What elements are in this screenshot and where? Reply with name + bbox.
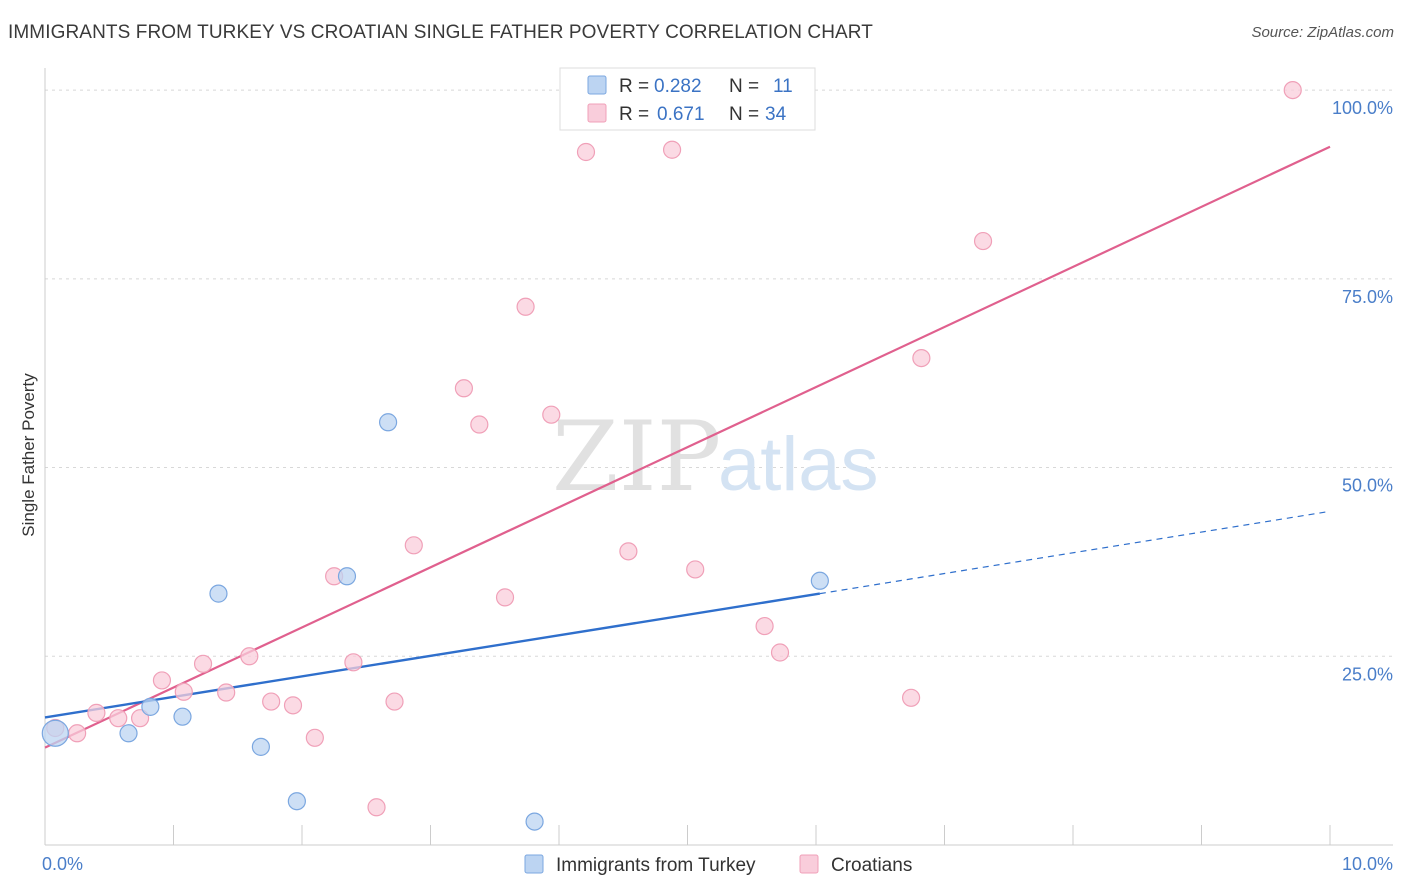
legend-swatch-croatians — [799, 854, 819, 874]
x-tick-label-min: 0.0% — [42, 854, 83, 874]
legend-label-croatians: Croatians — [831, 855, 912, 876]
point-croatians — [495, 588, 515, 607]
stats-legend-n-value-turkey: 11 — [773, 76, 793, 97]
y-tick-label: 50.0% — [1342, 476, 1393, 496]
point-croatians — [770, 643, 790, 662]
point-croatians — [174, 682, 193, 701]
stats-legend-n-value-croatians: 34 — [765, 104, 787, 125]
point-croatians — [755, 616, 774, 636]
watermark-atlas: atlas — [718, 422, 879, 507]
stats-legend: R = 0.282 N = 11 R = 0.671 N = 34 — [559, 67, 816, 131]
point-croatians — [367, 798, 386, 817]
point-croatians — [68, 724, 87, 743]
point-croatians — [193, 654, 213, 673]
point-croatians — [686, 560, 705, 579]
trendline-croatians — [44, 145, 1331, 749]
point-croatians — [152, 671, 172, 690]
point-croatians — [217, 683, 236, 702]
y-tick-label: 100.0% — [1332, 98, 1393, 118]
stats-legend-r-value-turkey: 0.282 — [654, 76, 702, 97]
point-turkey — [41, 719, 69, 747]
point-croatians — [542, 405, 561, 424]
legend-label-turkey: Immigrants from Turkey — [556, 855, 756, 876]
stats-legend-n-label-croatians: N = — [729, 104, 759, 125]
stats-legend-n-label-turkey: N = — [729, 76, 759, 97]
point-turkey — [119, 724, 138, 743]
legend-swatch-turkey — [524, 854, 544, 874]
point-turkey — [209, 584, 228, 603]
stats-legend-r-label-croatians: R = — [619, 104, 649, 125]
point-turkey — [378, 413, 398, 432]
trendline-turkey — [44, 592, 821, 719]
point-croatians — [385, 692, 404, 711]
point-croatians — [109, 709, 128, 728]
stats-legend-r-value-croatians: 0.671 — [657, 104, 705, 125]
point-croatians — [516, 297, 535, 316]
point-croatians — [454, 379, 474, 398]
stats-legend-swatch-croatians — [587, 103, 607, 123]
point-croatians — [1283, 80, 1302, 100]
y-tick-label: 75.0% — [1342, 287, 1393, 307]
point-turkey — [141, 697, 160, 716]
stats-legend-r-label-turkey: R = — [619, 76, 649, 97]
y-tick-label: 25.0% — [1342, 664, 1393, 684]
point-turkey — [287, 792, 306, 811]
point-turkey — [810, 571, 829, 590]
point-croatians — [576, 142, 596, 162]
point-croatians — [305, 728, 324, 747]
x-tick-labels: 0.0% 10.0% — [42, 854, 1393, 874]
y-tick-labels: 25.0% 50.0% 75.0% 100.0% — [1332, 98, 1393, 684]
point-croatians — [283, 696, 303, 715]
x-tick-label-max: 10.0% — [1342, 854, 1393, 874]
point-croatians — [901, 688, 921, 707]
point-turkey — [337, 567, 357, 586]
watermark-zip: ZIP — [552, 401, 721, 513]
chart-title: IMMIGRANTS FROM TURKEY VS CROATIAN SINGL… — [8, 22, 873, 43]
stats-legend-swatch-turkey — [587, 75, 607, 95]
point-croatians — [619, 542, 638, 561]
point-croatians — [87, 703, 106, 722]
y-axis-label: Single Father Poverty — [19, 373, 38, 537]
point-croatians — [262, 692, 281, 711]
point-turkey — [525, 812, 544, 831]
series-legend: Immigrants from Turkey Croatians — [524, 854, 912, 876]
gridlines — [45, 89, 1393, 657]
axes — [44, 68, 1393, 846]
point-croatians — [912, 348, 931, 368]
point-croatians — [662, 140, 682, 159]
trendlines — [44, 145, 1331, 749]
point-croatians — [240, 647, 259, 666]
watermark: ZIP atlas — [552, 401, 879, 513]
point-turkey — [251, 737, 270, 756]
data-points — [41, 80, 1302, 831]
point-croatians — [973, 231, 993, 251]
point-croatians — [344, 653, 363, 672]
trendline-turkey-extension — [819, 510, 1331, 595]
point-croatians — [404, 536, 423, 555]
point-croatians — [130, 709, 150, 728]
source-credit: Source: ZipAtlas.com — [1251, 24, 1394, 41]
point-croatians — [470, 415, 489, 434]
point-turkey — [173, 707, 192, 726]
